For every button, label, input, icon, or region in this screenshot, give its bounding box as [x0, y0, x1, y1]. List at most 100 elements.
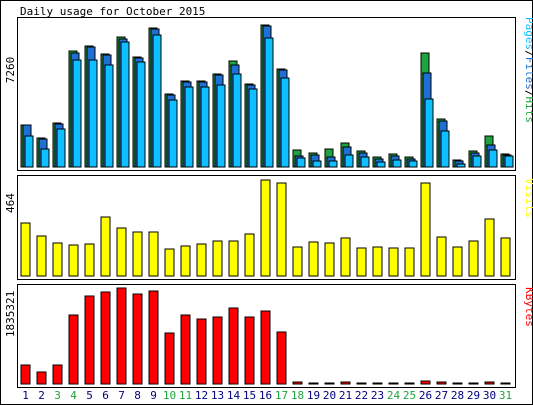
visits-bar — [404, 247, 415, 277]
legend-kbytes: KBytes — [523, 287, 533, 327]
kbytes-bar — [324, 382, 335, 385]
legend-sep-1: / — [523, 50, 533, 57]
pages-bar — [328, 160, 338, 168]
pages-bar — [376, 161, 386, 168]
day-label: 28 — [451, 389, 464, 402]
pages-bar — [200, 86, 210, 168]
kbytes-bar — [356, 382, 367, 385]
pages-bar — [440, 130, 450, 168]
bottom-max-label: 1835321 — [4, 291, 17, 337]
day-label: 27 — [435, 389, 448, 402]
visits-bar — [340, 237, 351, 277]
visits-bars — [20, 179, 511, 277]
visits-bar — [116, 227, 127, 277]
kbytes-bar — [244, 316, 255, 385]
visits-bar — [324, 242, 335, 277]
visits-bar — [148, 231, 159, 277]
pages-bar — [408, 160, 418, 168]
kbytes-bars — [20, 287, 511, 385]
kbytes-bar — [228, 307, 239, 385]
pages-bar — [280, 77, 290, 168]
visits-bar — [468, 240, 479, 277]
visits-bar — [244, 233, 255, 277]
pages-bar — [472, 155, 482, 168]
kbytes-bar — [260, 310, 271, 385]
kbytes-bar — [388, 382, 399, 385]
pages-bar — [264, 37, 274, 168]
kbytes-bar — [468, 382, 479, 385]
pages-bar — [168, 99, 178, 168]
visits-bar — [500, 237, 511, 277]
day-label: 13 — [211, 389, 224, 402]
day-label: 18 — [291, 389, 304, 402]
pages-bar — [360, 156, 370, 168]
legend-hits: Hits — [523, 97, 533, 124]
pages-bar — [184, 86, 194, 168]
legend-files: Files — [523, 57, 533, 90]
day-label: 6 — [102, 389, 109, 402]
day-labels: 1 2 3 4 5 6 7 8 9 10 11 12 13 14 15 16 17 18 19 20 21 22 23 24 2… — [22, 389, 512, 402]
pages-bar — [232, 73, 242, 168]
day-label: 29 — [467, 389, 480, 402]
visits-bar — [292, 246, 303, 277]
kbytes-bar — [180, 314, 191, 385]
top-legend: Pages/Files/Hits — [523, 17, 533, 123]
pages-bar — [72, 59, 82, 168]
kbytes-bar — [404, 382, 415, 385]
top-max-label: 7260 — [4, 57, 17, 84]
kbytes-bar — [148, 290, 159, 385]
day-label: 19 — [307, 389, 320, 402]
kbytes-bar — [116, 287, 127, 385]
visits-bar — [372, 246, 383, 277]
kbytes-bar — [164, 332, 175, 385]
day-label: 2 — [38, 389, 45, 402]
day-label: 8 — [134, 389, 141, 402]
kbytes-bar — [452, 382, 463, 385]
visits-bar — [196, 243, 207, 277]
kbytes-bar — [100, 291, 111, 385]
visits-bar — [388, 247, 399, 277]
day-label: 16 — [259, 389, 272, 402]
pages-bar — [424, 98, 434, 168]
day-label: 5 — [86, 389, 93, 402]
kbytes-bar — [436, 381, 447, 385]
pages-bar — [312, 160, 322, 168]
day-label: 24 — [387, 389, 401, 402]
kbytes-bar — [308, 382, 319, 385]
visits-bar — [20, 222, 31, 277]
pages-bar — [344, 154, 354, 168]
day-label: 4 — [70, 389, 77, 402]
day-label: 3 — [54, 389, 61, 402]
visits-bar — [260, 179, 271, 277]
visits-bar — [132, 231, 143, 277]
pages-bar — [120, 41, 130, 168]
kbytes-bar — [340, 381, 351, 385]
visits-bar — [420, 182, 431, 277]
day-label: 23 — [371, 389, 384, 402]
pages-bar — [504, 155, 514, 168]
kbytes-bar — [372, 382, 383, 385]
kbytes-bar — [420, 380, 431, 385]
day-label: 31 — [499, 389, 512, 402]
day-label: 20 — [323, 389, 336, 402]
pages-bar — [40, 148, 50, 168]
kbytes-bar — [484, 381, 495, 385]
kbytes-bar — [500, 382, 511, 385]
kbytes-bar — [36, 371, 47, 385]
visits-bar — [356, 247, 367, 277]
day-label: 21 — [339, 389, 352, 402]
day-label: 26 — [419, 389, 432, 402]
pages-bar — [104, 64, 114, 168]
visits-bar — [484, 218, 495, 277]
pages-bar — [488, 149, 498, 168]
visits-bar — [276, 182, 287, 277]
pages-bar — [248, 88, 258, 168]
day-label: 25 — [403, 389, 416, 402]
visits-bar — [84, 243, 95, 277]
kbytes-bar — [84, 295, 95, 385]
visits-bar — [452, 246, 463, 277]
kbytes-bar — [132, 293, 143, 385]
visits-bar — [180, 245, 191, 277]
visits-bar — [68, 244, 79, 277]
